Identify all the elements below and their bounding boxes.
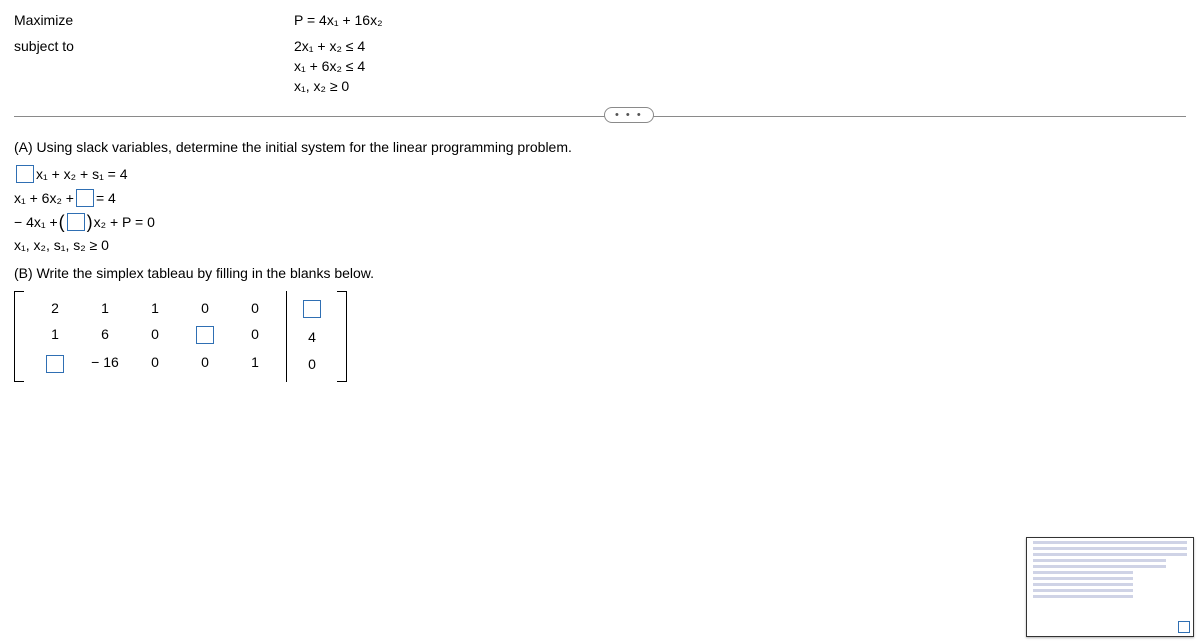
equation-1: x₁ + x₂ + s₁ = 4 — [14, 165, 1186, 183]
constraint-2: x₁ + 6x₂ ≤ 4 — [294, 58, 365, 74]
bracket-left-icon — [14, 291, 24, 382]
equation-2: x₁ + 6x₂ + = 4 — [14, 189, 1186, 207]
equation-3-tail: x₂ + P = 0 — [94, 214, 155, 230]
blank-input[interactable] — [67, 213, 85, 231]
tableau-aug-cell: 0 — [293, 351, 331, 378]
constraint-1: 2x₁ + x₂ ≤ 4 — [294, 38, 365, 54]
blank-input[interactable] — [76, 189, 94, 207]
blank-input[interactable] — [16, 165, 34, 183]
more-dots-pill[interactable]: • • • — [604, 107, 654, 123]
tableau-cell: 0 — [130, 349, 180, 377]
tableau-augmented: 40 — [286, 291, 337, 382]
tableau-cell — [30, 349, 80, 377]
tableau-cell: 1 — [30, 321, 80, 349]
part-a-label: (A) Using slack variables, determine the… — [14, 139, 1186, 155]
tableau-cell: 0 — [180, 349, 230, 377]
constraint-3: x₁, x₂ ≥ 0 — [294, 78, 365, 94]
tableau-cell — [180, 321, 230, 349]
objective-function: P = 4x₁ + 16x₂ — [294, 12, 383, 28]
tableau-cell: 1 — [80, 295, 130, 321]
tableau-cell: 6 — [80, 321, 130, 349]
thumbnail-blank-icon — [1178, 621, 1190, 633]
tableau-cell: 2 — [30, 295, 80, 321]
maximize-label: Maximize — [14, 12, 294, 28]
equation-4: x₁, x₂, s₁, s₂ ≥ 0 — [14, 237, 1186, 253]
equation-2-head: x₁ + 6x₂ + — [14, 190, 74, 206]
tableau-aug-cell: 4 — [293, 324, 331, 351]
tableau-cell: 0 — [180, 295, 230, 321]
tableau-cell: 1 — [230, 349, 280, 377]
thumbnail-preview[interactable] — [1026, 537, 1194, 637]
equation-3-head: − 4x₁ + — [14, 214, 58, 230]
blank-input[interactable] — [303, 300, 321, 318]
tableau-aug-cell — [293, 295, 331, 324]
blank-input[interactable] — [196, 326, 214, 344]
part-b-label: (B) Write the simplex tableau by filling… — [14, 265, 1186, 281]
tableau-cell: 1 — [130, 295, 180, 321]
bracket-right-icon — [337, 291, 347, 382]
equation-1-text: x₁ + x₂ + s₁ = 4 — [36, 166, 128, 182]
tableau-cell: 0 — [230, 321, 280, 349]
equation-2-tail: = 4 — [96, 190, 116, 206]
section-divider — [14, 116, 1186, 117]
blank-input[interactable] — [46, 355, 64, 373]
tableau-cell: 0 — [130, 321, 180, 349]
paren-blank: ( ) — [59, 213, 93, 231]
simplex-tableau: 211001600− 16001 40 — [14, 291, 1186, 382]
tableau-cell: − 16 — [80, 349, 130, 377]
tableau-matrix: 211001600− 16001 — [24, 291, 286, 382]
tableau-cell: 0 — [230, 295, 280, 321]
equation-3: − 4x₁ + ( ) x₂ + P = 0 — [14, 213, 1186, 231]
subject-to-label: subject to — [14, 38, 294, 94]
